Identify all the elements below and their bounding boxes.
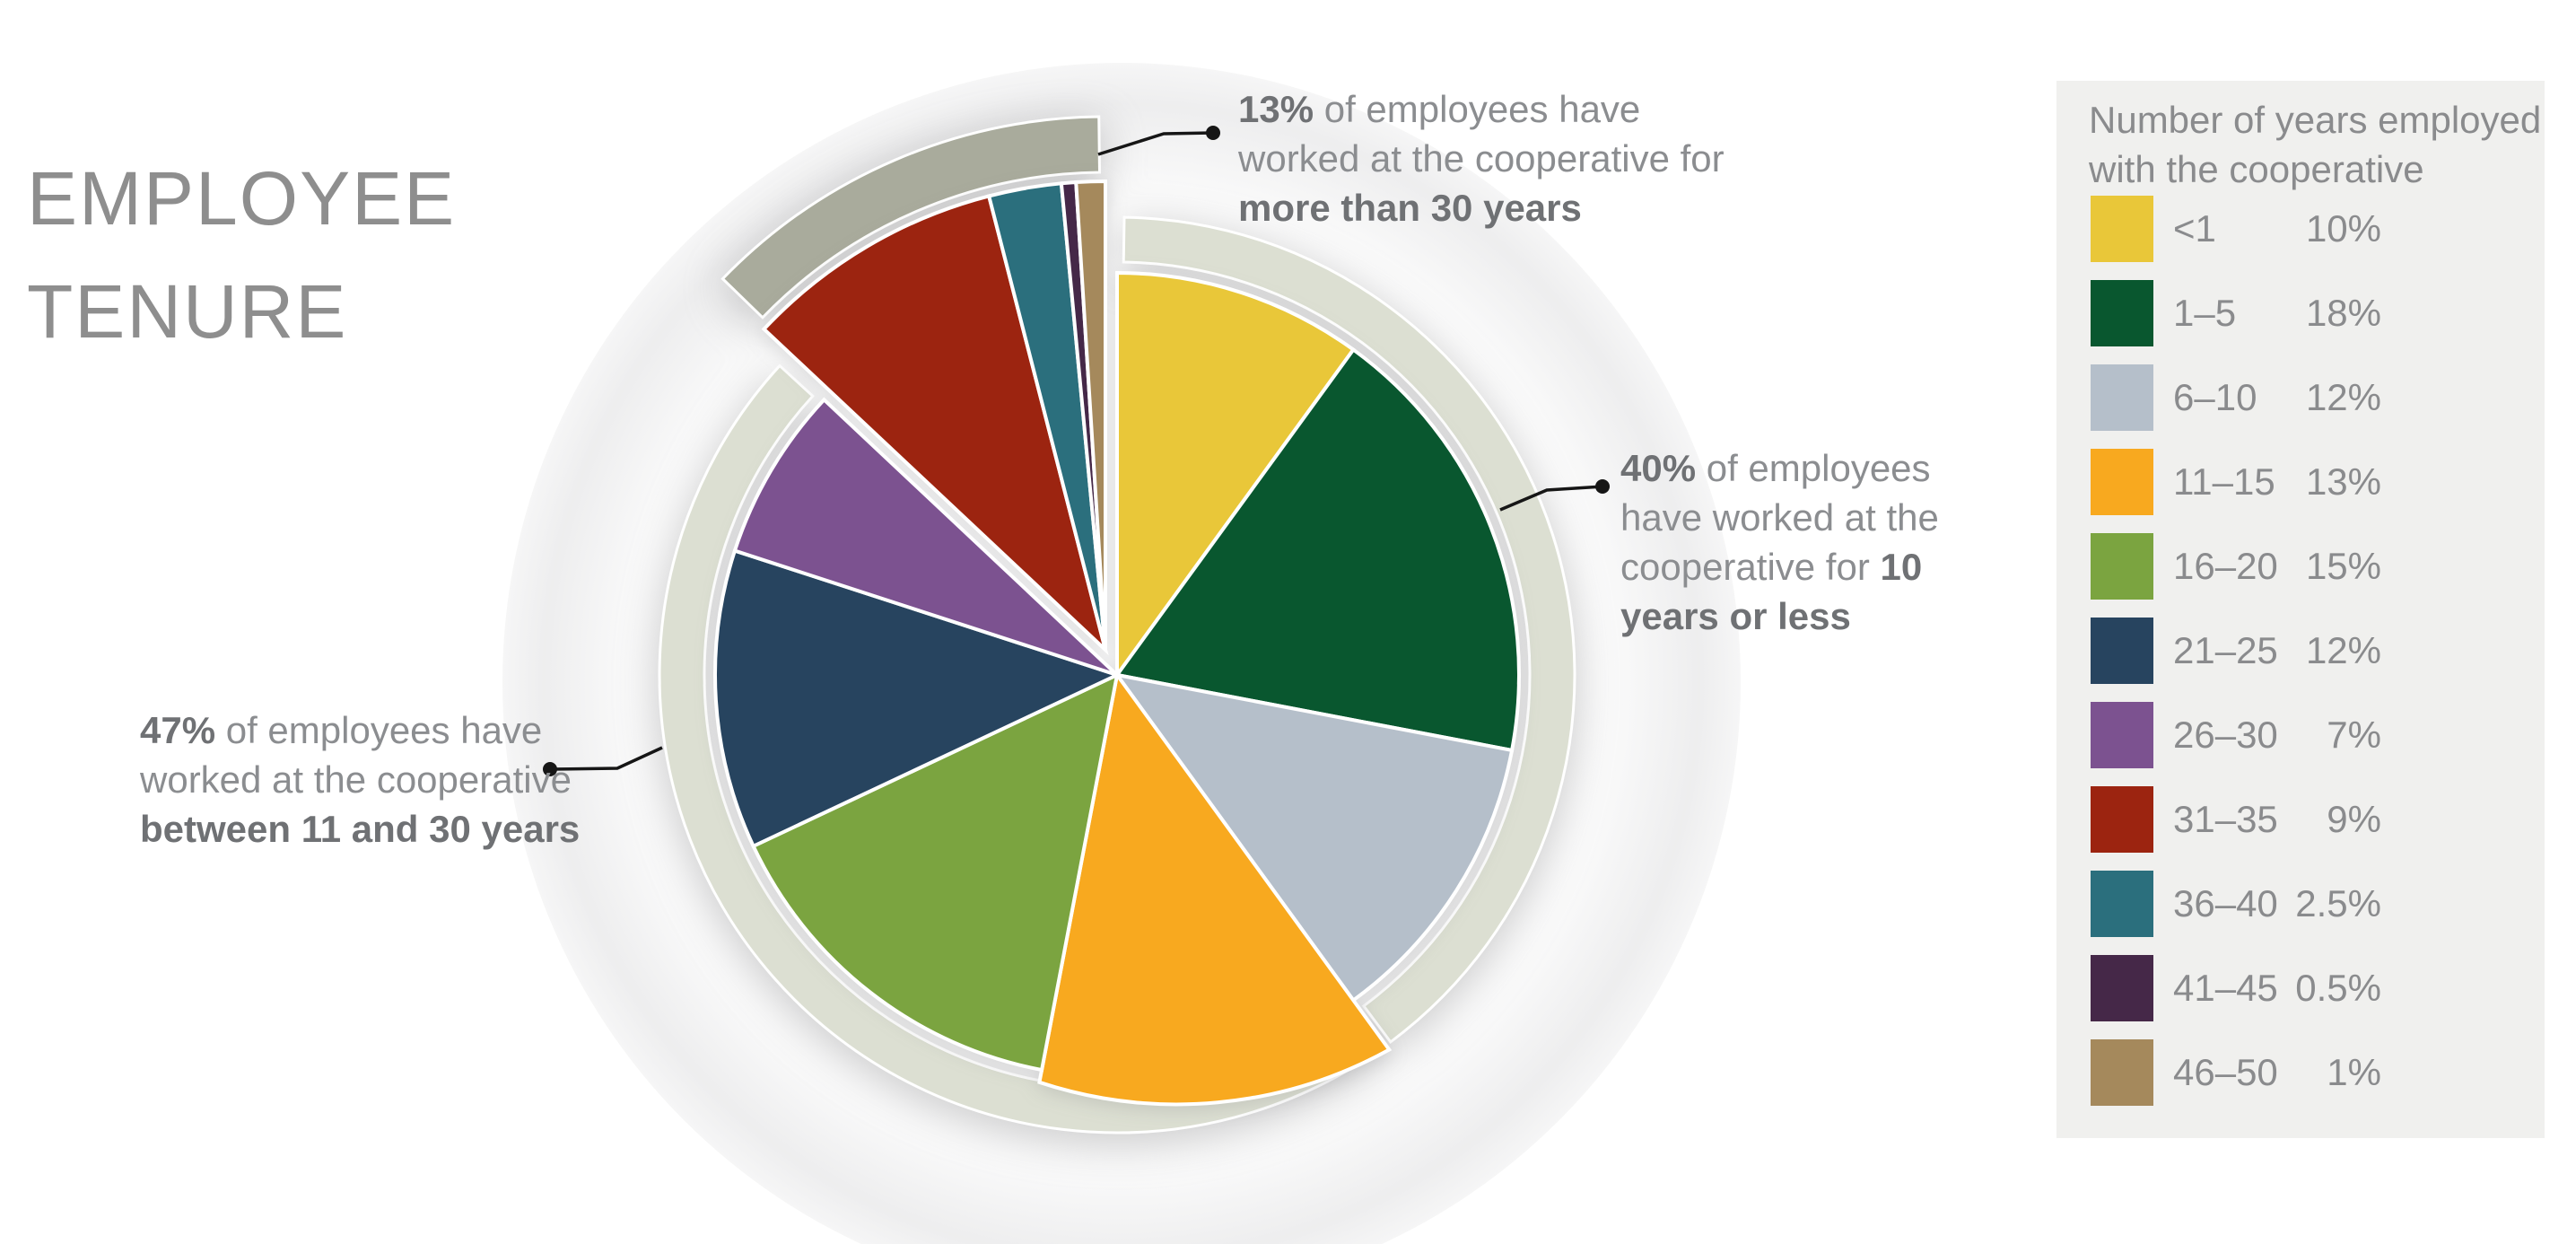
group-pie-slices xyxy=(713,179,1521,1107)
legend-swatch-31–35 xyxy=(2091,786,2153,853)
leader-10-years-or-less-line xyxy=(1499,485,1603,512)
leader-between-11-and-30-years-line xyxy=(549,746,663,771)
legend-label-16–20: 16–20 xyxy=(2173,545,2278,587)
pie-slice-46–50 xyxy=(1074,179,1107,651)
leader-more-than-30-years-dot xyxy=(1206,126,1220,140)
legend-label-36–40: 36–40 xyxy=(2173,882,2278,924)
legend-row-46–50: 46–50 1% xyxy=(2091,1039,2381,1106)
callout-10-years-or-less: 40% of employees have worked at the coop… xyxy=(1620,443,1997,641)
legend-row-31–35: 31–35 9% xyxy=(2091,786,2381,853)
pie-slice-31–35 xyxy=(761,193,1109,656)
legend-row-41–45: 41–45 0.5% xyxy=(2091,955,2381,1021)
page-title: EMPLOYEE TENURE xyxy=(27,142,456,368)
legend-label-1–5: 1–5 xyxy=(2173,292,2237,334)
leader-more-than-30-years-line xyxy=(1097,131,1214,156)
legend-value-21–25: 12% xyxy=(2305,629,2381,671)
legend-swatch-11–15 xyxy=(2091,449,2153,515)
legend-label-26–30: 26–30 xyxy=(2173,714,2278,756)
legend-title-line1: Number of years employed xyxy=(2089,99,2542,141)
legend-label-21–25: 21–25 xyxy=(2173,629,2278,671)
legend-row-26–30: 26–30 7% xyxy=(2091,702,2381,768)
pie-slice-26–30 xyxy=(732,397,1119,677)
pie-slice-11–15 xyxy=(1037,670,1393,1107)
legend-row-21–25: 21–25 12% xyxy=(2091,618,2381,684)
ring-arc-10-years-or-less xyxy=(1122,215,1576,1045)
leader-between-11-and-30-years-dot xyxy=(543,762,557,776)
callout-40-percent: 40% xyxy=(1620,447,1697,489)
callout-47-emphasis: between 11 and 30 years xyxy=(140,808,581,850)
callout-13-emphasis: more than 30 years xyxy=(1238,187,1582,229)
legend-row-11–15: 11–15 13% xyxy=(2091,449,2381,515)
legend-value-26–30: 7% xyxy=(2327,714,2381,756)
page-title-line1: EMPLOYEE xyxy=(27,156,457,241)
legend-swatch-36–40 xyxy=(2091,871,2153,937)
legend-title: Number of years employed with the cooper… xyxy=(2089,95,2541,194)
legend-label-<1: <1 xyxy=(2173,207,2216,250)
legend-panel: Number of years employed with the cooper… xyxy=(2056,81,2545,1138)
callout-more-than-30-years: 13% of employees have worked at the coop… xyxy=(1238,84,1741,232)
callout-40-emphasis: 10 years or less xyxy=(1620,546,1923,637)
legend-value-11–15: 13% xyxy=(2305,460,2381,503)
legend-value-36–40: 2.5% xyxy=(2295,882,2381,924)
legend-value-41–45: 0.5% xyxy=(2295,967,2381,1009)
pie-slice-1–5 xyxy=(1113,346,1521,753)
callout-47-body: of employees have worked at the cooperat… xyxy=(140,709,572,801)
legend-value-16–20: 15% xyxy=(2305,545,2381,587)
legend-swatch-26–30 xyxy=(2091,702,2153,768)
legend-swatch-21–25 xyxy=(2091,618,2153,684)
legend-label-31–35: 31–35 xyxy=(2173,798,2278,840)
pie-slice-21–25 xyxy=(713,548,1122,849)
callout-40-body: of employees have worked at the cooperat… xyxy=(1620,447,1939,588)
legend-label-41–45: 41–45 xyxy=(2173,967,2278,1009)
legend-swatch-16–20 xyxy=(2091,533,2153,600)
legend-row-<1: <1 10% xyxy=(2091,196,2381,262)
legend-value-46–50: 1% xyxy=(2327,1051,2381,1093)
callout-47-percent: 47% xyxy=(140,709,216,751)
legend-swatch-6–10 xyxy=(2091,364,2153,431)
leader-10-years-or-less-dot xyxy=(1595,479,1610,494)
legend-title-line2: with the cooperative xyxy=(2089,148,2424,190)
legend-row-6–10: 6–10 12% xyxy=(2091,364,2381,431)
pie-slice-16–20 xyxy=(750,671,1120,1073)
legend-swatch-46–50 xyxy=(2091,1039,2153,1106)
legend-label-46–50: 46–50 xyxy=(2173,1051,2278,1093)
legend-row-16–20: 16–20 15% xyxy=(2091,533,2381,600)
legend-value-1–5: 18% xyxy=(2305,292,2381,334)
legend-row-36–40: 36–40 2.5% xyxy=(2091,871,2381,937)
page-title-line2: TENURE xyxy=(27,269,348,354)
legend-row-1–5: 1–5 18% xyxy=(2091,280,2381,346)
legend-label-11–15: 11–15 xyxy=(2173,460,2275,503)
legend-rows: <1 10% 1–5 18% 6–10 12% 11–15 13% 16–20 15% 21–25 1… xyxy=(2091,196,2381,1124)
callout-13-body: of employees have worked at the cooperat… xyxy=(1238,88,1725,180)
legend-swatch-41–45 xyxy=(2091,955,2153,1021)
legend-value-6–10: 12% xyxy=(2305,376,2381,418)
legend-swatch-<1 xyxy=(2091,196,2153,262)
ring-arc-more-than-30-years xyxy=(720,115,1102,320)
legend-label-6–10: 6–10 xyxy=(2173,376,2257,418)
pie-slice-<1 xyxy=(1115,270,1357,681)
callout-between-11-and-30-years: 47% of employees have worked at the coop… xyxy=(140,705,624,854)
pie-slice-6–10 xyxy=(1113,672,1515,1003)
callout-13-percent: 13% xyxy=(1238,88,1314,130)
legend-value-<1: 10% xyxy=(2305,207,2381,250)
group-leader-lines xyxy=(543,126,1610,776)
legend-value-31–35: 9% xyxy=(2327,798,2381,840)
legend-swatch-1–5 xyxy=(2091,280,2153,346)
